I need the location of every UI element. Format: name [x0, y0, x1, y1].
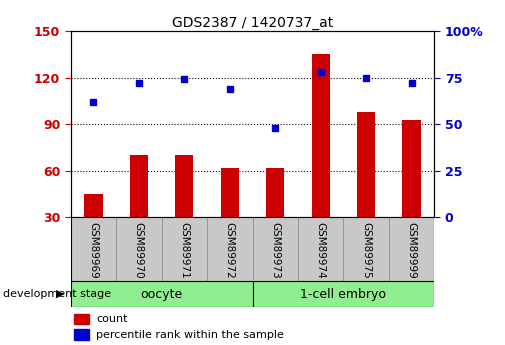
- Text: percentile rank within the sample: percentile rank within the sample: [96, 330, 284, 340]
- Text: GSM89970: GSM89970: [134, 223, 144, 279]
- Text: GSM89975: GSM89975: [361, 223, 371, 279]
- Bar: [221, 168, 239, 217]
- Bar: [402, 120, 421, 217]
- Text: ▶: ▶: [57, 289, 65, 299]
- Bar: [130, 155, 148, 217]
- Bar: [84, 194, 103, 217]
- Bar: [357, 112, 375, 217]
- Text: oocyte: oocyte: [140, 288, 183, 300]
- Text: GSM89974: GSM89974: [316, 223, 326, 279]
- Bar: [74, 314, 89, 324]
- Bar: [252, 281, 434, 307]
- Bar: [175, 155, 193, 217]
- Text: GSM89969: GSM89969: [88, 223, 98, 279]
- Bar: [389, 217, 434, 281]
- Bar: [252, 217, 298, 281]
- Bar: [266, 168, 284, 217]
- Bar: [71, 217, 116, 281]
- Bar: [71, 281, 252, 307]
- Text: GSM89972: GSM89972: [225, 223, 235, 279]
- Text: development stage: development stage: [3, 289, 111, 299]
- Bar: [207, 217, 252, 281]
- Bar: [74, 329, 89, 340]
- Bar: [162, 217, 207, 281]
- Text: count: count: [96, 314, 128, 324]
- Bar: [116, 217, 162, 281]
- Text: GSM89999: GSM89999: [407, 223, 417, 279]
- Bar: [312, 55, 330, 217]
- Text: GSM89971: GSM89971: [179, 223, 189, 279]
- Text: GSM89973: GSM89973: [270, 223, 280, 279]
- Text: 1-cell embryo: 1-cell embryo: [300, 288, 386, 300]
- Title: GDS2387 / 1420737_at: GDS2387 / 1420737_at: [172, 16, 333, 30]
- Bar: [298, 217, 343, 281]
- Bar: [343, 217, 389, 281]
